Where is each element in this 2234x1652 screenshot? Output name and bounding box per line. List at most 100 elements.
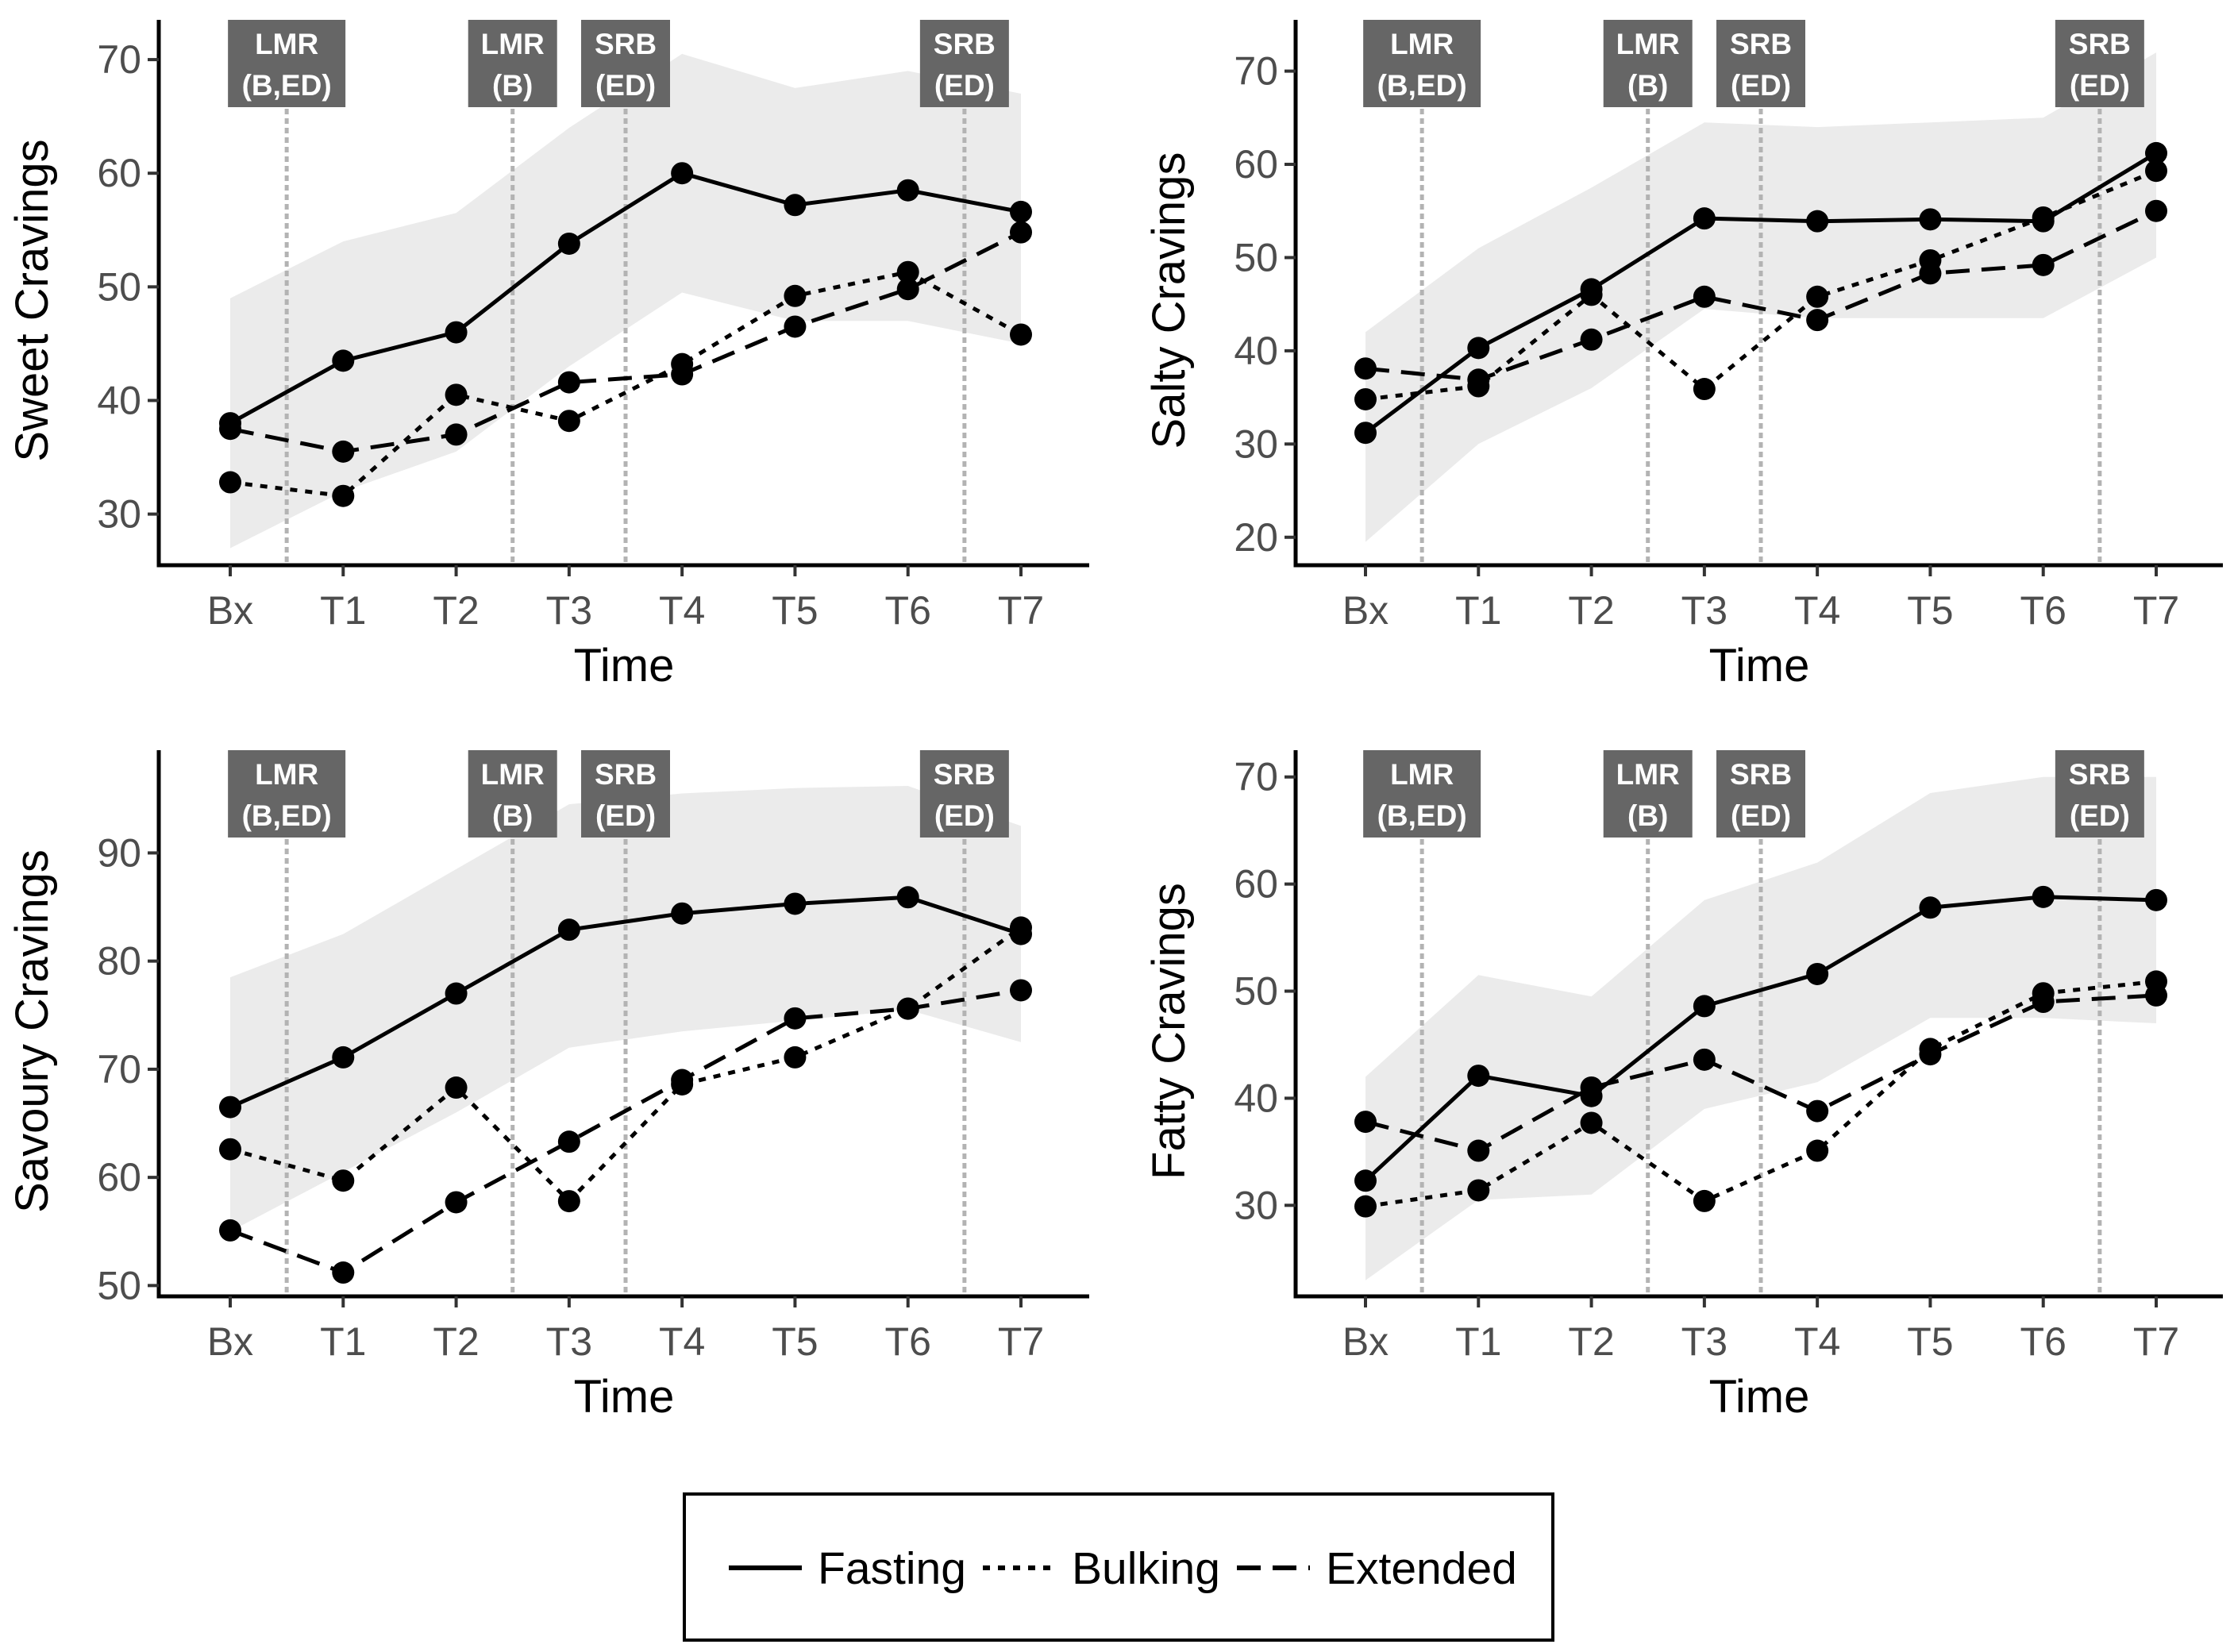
phase-label-line2: (B) (492, 799, 533, 832)
phase-label-line1: LMR (1390, 28, 1454, 60)
phase-label-line1: LMR (1616, 758, 1680, 791)
x-tick-label: T3 (546, 1319, 592, 1364)
data-point-fasting-bx (1354, 1169, 1377, 1192)
phase-label-line2: (ED) (2070, 69, 2130, 102)
data-point-extended-t4 (671, 1069, 694, 1092)
data-point-fasting-bx (219, 1096, 241, 1119)
y-tick-label: 30 (1234, 422, 1278, 466)
series-line-fasting (229, 171, 1022, 426)
data-point-fasting-t5 (1919, 896, 1942, 919)
data-point-bulking-t7 (2145, 160, 2167, 183)
phase-label-line2: (B) (1627, 799, 1668, 832)
y-tick-label: 50 (1234, 969, 1278, 1014)
series-line-bulking (1365, 979, 2157, 1209)
data-point-fasting-t5 (784, 194, 807, 217)
data-point-extended-bx (219, 418, 241, 441)
data-point-fasting-t3 (557, 232, 580, 255)
data-point-bulking-t5 (784, 284, 807, 307)
phase-label-line2: (ED) (595, 69, 656, 102)
phase-label-line1: SRB (934, 758, 996, 791)
x-tick-label: T1 (320, 1319, 366, 1364)
x-axis-title: Time (574, 1371, 675, 1423)
confidence-band (1365, 52, 2156, 542)
y-tick-label: 70 (97, 1047, 141, 1092)
phase-label-line1: SRB (1730, 758, 1792, 791)
data-point-extended-t1 (1467, 1139, 1490, 1162)
phase-label-line1: SRB (934, 28, 996, 60)
x-tick-label: T3 (546, 588, 592, 633)
series-line-fasting (1364, 151, 2158, 435)
phase-label-box (2055, 20, 2144, 107)
data-point-fasting-t1 (1467, 337, 1490, 360)
phase-label-line2: (B,ED) (1377, 799, 1467, 832)
y-tick-label: 30 (97, 492, 141, 537)
phase-label-line1: LMR (481, 28, 545, 60)
phase-label-line2: (ED) (595, 799, 656, 832)
y-axis-title: Savoury Cravings (6, 849, 58, 1213)
chart-panel-0: LMR (B,ED) LMR (B) SRB (ED) SRB (ED) 30 40 50 60 70 B… (6, 20, 1089, 691)
data-point-extended-bx (1354, 357, 1377, 380)
phase-label-line1: LMR (1616, 28, 1680, 60)
x-axis-title: Time (1709, 640, 1810, 691)
data-point-extended-t5 (1919, 1043, 1942, 1066)
x-tick-label: Bx (1342, 588, 1389, 633)
data-point-extended-t3 (1693, 285, 1716, 308)
x-tick-label: Bx (1342, 1319, 1389, 1364)
x-tick-label: T2 (1568, 588, 1614, 633)
phase-label-line1: LMR (481, 758, 545, 791)
phase-label-line1: SRB (2069, 28, 2131, 60)
phase-label-line2: (ED) (934, 69, 995, 102)
y-tick-label: 30 (1234, 1183, 1278, 1227)
x-tick-label: T5 (772, 588, 818, 633)
data-point-fasting-t2 (445, 321, 468, 344)
data-point-bulking-t4 (1806, 1139, 1829, 1162)
phase-label-box (919, 20, 1009, 107)
x-tick-label: T1 (1455, 1319, 1501, 1364)
y-axis-title: Sweet Cravings (6, 139, 58, 461)
data-point-bulking-t3 (557, 410, 580, 433)
x-tick-label: T6 (2020, 588, 2066, 633)
confidence-band (1365, 776, 2156, 1280)
series-line-fasting (1364, 895, 2157, 1183)
data-point-fasting-t7 (1010, 200, 1032, 223)
data-point-fasting-t7 (2145, 888, 2167, 911)
data-point-extended-t2 (1580, 328, 1603, 351)
y-tick-label: 60 (97, 1155, 141, 1200)
y-tick-label: 70 (1234, 755, 1278, 799)
y-tick-label: 20 (1234, 515, 1278, 560)
data-point-extended-t1 (332, 440, 355, 463)
data-point-fasting-t1 (1467, 1065, 1490, 1088)
phase-label-box (228, 20, 346, 107)
data-point-extended-t2 (1580, 1076, 1603, 1099)
data-point-bulking-t6 (2032, 206, 2055, 229)
phase-label-box (1603, 750, 1693, 838)
data-point-bulking-t3 (1693, 378, 1716, 401)
data-point-extended-t2 (445, 423, 468, 446)
data-point-extended-t1 (1467, 368, 1490, 391)
data-point-fasting-t4 (671, 162, 694, 185)
series-line-extended (1365, 993, 2157, 1153)
phase-label-line2: (B) (492, 69, 533, 102)
data-point-extended-t7 (2145, 984, 2167, 1007)
series-line-extended (229, 988, 1022, 1275)
confidence-band (230, 786, 1021, 1232)
x-tick-label: T2 (433, 1319, 479, 1364)
phase-label-line2: (B,ED) (1377, 69, 1467, 102)
data-point-extended-t3 (557, 1130, 580, 1153)
x-tick-label: T5 (772, 1319, 818, 1364)
x-tick-label: Bx (207, 1319, 253, 1364)
x-tick-label: T6 (2020, 1319, 2066, 1364)
y-tick-label: 50 (97, 1263, 141, 1307)
series-line-bulking (229, 926, 1023, 1203)
y-tick-label: 40 (97, 378, 141, 422)
x-axis-title: Time (574, 640, 675, 691)
data-point-extended-t6 (896, 278, 919, 301)
data-point-bulking-t6 (896, 260, 919, 283)
phase-label-line2: (B,ED) (242, 799, 332, 832)
x-tick-label: T4 (659, 1319, 705, 1364)
phase-label-line2: (ED) (1731, 799, 1791, 832)
y-tick-label: 60 (1234, 862, 1278, 907)
y-tick-label: 40 (1234, 329, 1278, 373)
data-point-fasting-t2 (445, 982, 468, 1005)
